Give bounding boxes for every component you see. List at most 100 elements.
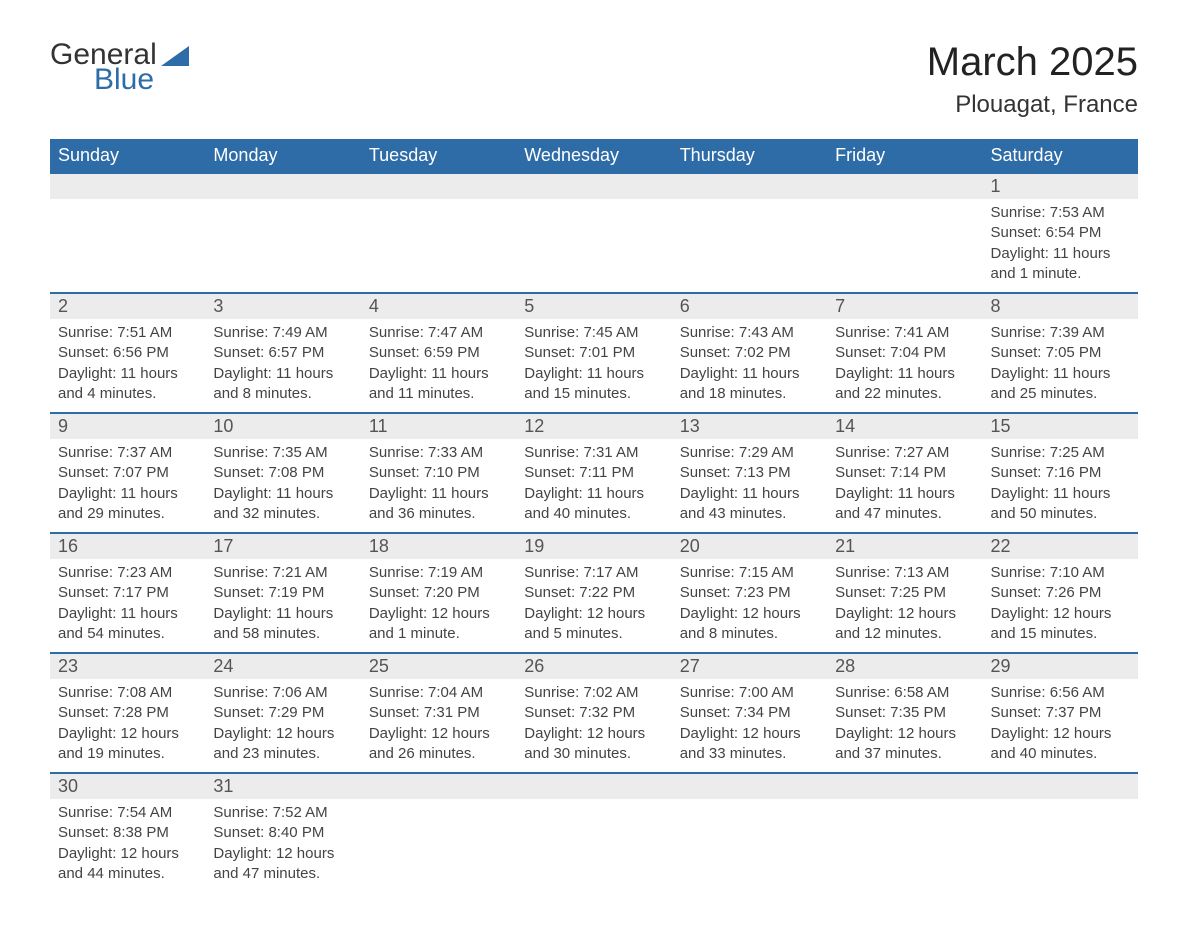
day-number: 16: [50, 534, 205, 559]
day-d1: Daylight: 11 hours: [991, 244, 1130, 264]
day-number: 19: [516, 534, 671, 559]
day-number-cell: 18: [361, 533, 516, 559]
day-ss: Sunset: 7:07 PM: [58, 463, 197, 483]
day-detail-cell: [361, 199, 516, 293]
day-number-cell: 25: [361, 653, 516, 679]
day-sr: Sunrise: 7:19 AM: [369, 563, 508, 583]
day-detail-cell: Sunrise: 6:56 AMSunset: 7:37 PMDaylight:…: [983, 679, 1138, 773]
day-d2: and 22 minutes.: [835, 384, 974, 404]
day-number: 27: [672, 654, 827, 679]
day-number: 21: [827, 534, 982, 559]
day-detail-cell: [672, 799, 827, 892]
day-header: Friday: [827, 139, 982, 173]
day-detail-cell: Sunrise: 7:00 AMSunset: 7:34 PMDaylight:…: [672, 679, 827, 773]
title-block: March 2025 Plouagat, France: [927, 40, 1138, 119]
day-d1: Daylight: 12 hours: [369, 724, 508, 744]
day-ss: Sunset: 7:34 PM: [680, 703, 819, 723]
day-d2: and 47 minutes.: [835, 504, 974, 524]
day-number-cell: [983, 773, 1138, 799]
day-number-cell: 2: [50, 293, 205, 319]
day-number: 1: [983, 174, 1138, 199]
day-number: 20: [672, 534, 827, 559]
day-detail-cell: Sunrise: 7:25 AMSunset: 7:16 PMDaylight:…: [983, 439, 1138, 533]
day-number: 11: [361, 414, 516, 439]
day-d1: Daylight: 12 hours: [835, 724, 974, 744]
day-detail-cell: Sunrise: 7:02 AMSunset: 7:32 PMDaylight:…: [516, 679, 671, 773]
day-number-cell: 30: [50, 773, 205, 799]
day-detail-cell: Sunrise: 7:51 AMSunset: 6:56 PMDaylight:…: [50, 319, 205, 413]
day-d2: and 8 minutes.: [213, 384, 352, 404]
day-ss: Sunset: 8:40 PM: [213, 823, 352, 843]
calendar-body: 1 Sunrise: 7:53 AMSunset: 6:54 PMDayligh…: [50, 173, 1138, 892]
day-d1: Daylight: 11 hours: [991, 364, 1130, 384]
day-ss: Sunset: 7:01 PM: [524, 343, 663, 363]
day-sr: Sunrise: 7:52 AM: [213, 803, 352, 823]
day-d1: Daylight: 12 hours: [524, 724, 663, 744]
day-d2: and 58 minutes.: [213, 624, 352, 644]
day-number: 23: [50, 654, 205, 679]
day-detail-cell: [516, 199, 671, 293]
day-number: 8: [983, 294, 1138, 319]
day-sr: Sunrise: 7:13 AM: [835, 563, 974, 583]
day-d1: Daylight: 12 hours: [213, 844, 352, 864]
day-ss: Sunset: 7:16 PM: [991, 463, 1130, 483]
day-detail-cell: Sunrise: 7:08 AMSunset: 7:28 PMDaylight:…: [50, 679, 205, 773]
day-number-cell: 14: [827, 413, 982, 439]
day-number: 4: [361, 294, 516, 319]
day-ss: Sunset: 7:17 PM: [58, 583, 197, 603]
day-ss: Sunset: 7:22 PM: [524, 583, 663, 603]
day-header: Thursday: [672, 139, 827, 173]
day-d2: and 11 minutes.: [369, 384, 508, 404]
day-number-cell: 10: [205, 413, 360, 439]
day-detail-cell: Sunrise: 7:52 AMSunset: 8:40 PMDaylight:…: [205, 799, 360, 892]
day-ss: Sunset: 6:59 PM: [369, 343, 508, 363]
day-detail-cell: Sunrise: 7:37 AMSunset: 7:07 PMDaylight:…: [50, 439, 205, 533]
day-sr: Sunrise: 7:37 AM: [58, 443, 197, 463]
day-number: 12: [516, 414, 671, 439]
day-ss: Sunset: 7:20 PM: [369, 583, 508, 603]
day-header: Wednesday: [516, 139, 671, 173]
day-number-cell: 20: [672, 533, 827, 559]
day-d1: Daylight: 11 hours: [680, 364, 819, 384]
day-d2: and 1 minute.: [369, 624, 508, 644]
day-d1: Daylight: 12 hours: [369, 604, 508, 624]
day-number: 6: [672, 294, 827, 319]
day-detail-cell: Sunrise: 7:06 AMSunset: 7:29 PMDaylight:…: [205, 679, 360, 773]
day-number: 26: [516, 654, 671, 679]
day-d1: Daylight: 11 hours: [369, 364, 508, 384]
day-sr: Sunrise: 7:33 AM: [369, 443, 508, 463]
day-detail-cell: [827, 799, 982, 892]
day-sr: Sunrise: 7:35 AM: [213, 443, 352, 463]
day-number: 29: [983, 654, 1138, 679]
logo-triangle-icon: [161, 44, 189, 71]
day-number: 31: [205, 774, 360, 799]
day-detail-cell: [361, 799, 516, 892]
day-number: 14: [827, 414, 982, 439]
day-ss: Sunset: 7:32 PM: [524, 703, 663, 723]
day-number: 5: [516, 294, 671, 319]
day-header: Tuesday: [361, 139, 516, 173]
day-ss: Sunset: 7:13 PM: [680, 463, 819, 483]
day-ss: Sunset: 7:08 PM: [213, 463, 352, 483]
day-number-cell: [50, 173, 205, 199]
day-ss: Sunset: 7:10 PM: [369, 463, 508, 483]
day-d1: Daylight: 11 hours: [524, 484, 663, 504]
day-number-cell: 13: [672, 413, 827, 439]
day-sr: Sunrise: 6:58 AM: [835, 683, 974, 703]
day-sr: Sunrise: 7:10 AM: [991, 563, 1130, 583]
day-d2: and 37 minutes.: [835, 744, 974, 764]
day-sr: Sunrise: 7:45 AM: [524, 323, 663, 343]
day-d1: Daylight: 12 hours: [680, 604, 819, 624]
day-header: Monday: [205, 139, 360, 173]
day-ss: Sunset: 7:04 PM: [835, 343, 974, 363]
day-number: 17: [205, 534, 360, 559]
day-d2: and 5 minutes.: [524, 624, 663, 644]
day-sr: Sunrise: 7:41 AM: [835, 323, 974, 343]
day-detail-cell: [983, 799, 1138, 892]
day-number: 7: [827, 294, 982, 319]
day-detail-cell: Sunrise: 7:21 AMSunset: 7:19 PMDaylight:…: [205, 559, 360, 653]
day-d2: and 50 minutes.: [991, 504, 1130, 524]
day-sr: Sunrise: 7:49 AM: [213, 323, 352, 343]
day-d2: and 15 minutes.: [991, 624, 1130, 644]
day-d1: Daylight: 12 hours: [58, 724, 197, 744]
